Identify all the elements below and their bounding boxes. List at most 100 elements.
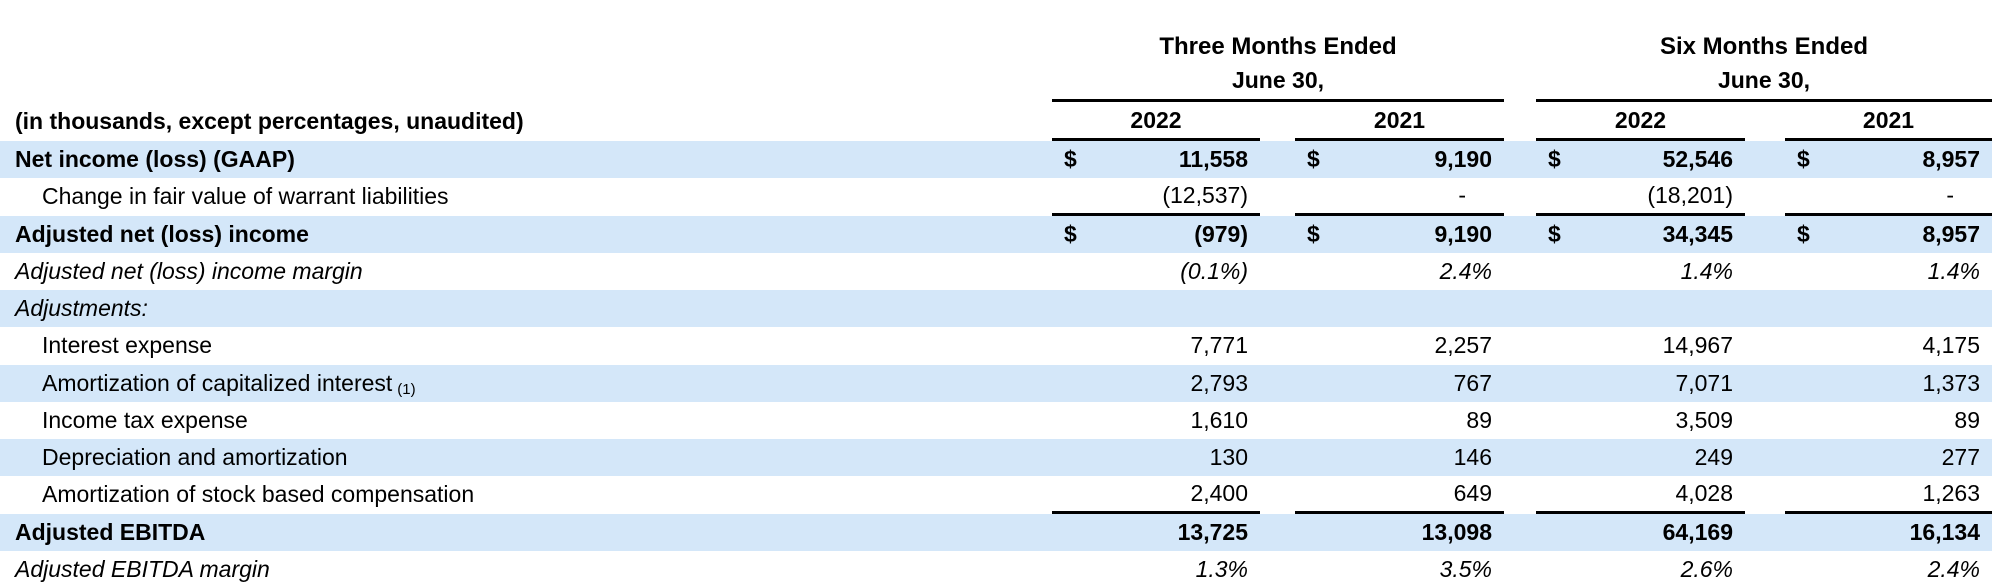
value-cell: $11,558: [1052, 141, 1260, 178]
row-label-text: Change in fair value of warrant liabilit…: [42, 183, 449, 210]
column-gap: [1745, 402, 1785, 439]
row-label-text: Amortization of stock based compensation: [42, 481, 475, 508]
column-gap: [1260, 216, 1295, 253]
table-row: Adjusted EBITDA 13,725 13,098 64,169 16,134: [0, 513, 1992, 551]
year-header-row: (in thousands, except percentages, unaud…: [0, 102, 1992, 141]
row-label: Interest expense: [0, 327, 1052, 364]
row-label: Amortization of capitalized interest (1): [0, 365, 1052, 402]
column-gap: [1260, 365, 1295, 402]
value-cell: (18,201): [1536, 178, 1745, 216]
row-label: Change in fair value of warrant liabilit…: [0, 178, 1052, 215]
value-cell: 89: [1295, 402, 1504, 439]
column-gap: [1745, 102, 1785, 141]
column-gap: [1260, 476, 1295, 513]
year-header-6m-2021: 2021: [1785, 102, 1992, 141]
value-text: 1,263: [1922, 479, 1980, 506]
value-text: 3,509: [1675, 406, 1733, 433]
value-cell: [1785, 290, 1992, 327]
value-cell: 767: [1295, 365, 1504, 402]
value-text: 1,610: [1190, 406, 1248, 433]
value-cell: 4,028: [1536, 476, 1745, 514]
row-label-text: Depreciation and amortization: [42, 444, 348, 471]
value-cell: $52,546: [1536, 141, 1745, 178]
value-cell: 64,169: [1536, 514, 1745, 551]
column-gap: [1504, 476, 1536, 513]
row-label: Adjustments:: [0, 290, 1052, 327]
value-text: 34,345: [1662, 220, 1733, 247]
row-label: Adjusted EBITDA: [0, 514, 1052, 551]
value-cell: $8,957: [1785, 216, 1992, 253]
table-row: Change in fair value of warrant liabilit…: [0, 178, 1992, 216]
value-cell: $ (979): [1052, 216, 1260, 253]
column-gap: [1745, 365, 1785, 402]
table-row: Adjustments:: [0, 290, 1992, 328]
row-label-text: Net income (loss) (GAAP): [15, 146, 295, 173]
value-cell: 89: [1785, 402, 1992, 439]
value-cell: -: [1785, 178, 1992, 216]
value-cell: 2.4%: [1785, 551, 1992, 588]
column-gap: [1745, 439, 1785, 476]
value-text: 89: [1466, 406, 1492, 433]
column-gap: [1745, 290, 1785, 327]
value-text: 64,169: [1662, 518, 1733, 545]
row-label-text: Income tax expense: [42, 406, 248, 433]
value-text: 8,957: [1922, 220, 1980, 247]
value-text: (18,201): [1647, 181, 1733, 208]
value-cell: [1295, 290, 1504, 327]
dollar-sign: $: [1797, 146, 1810, 173]
value-text: 7,771: [1190, 332, 1248, 359]
dollar-sign: $: [1064, 146, 1077, 173]
table-row: Adjusted net (loss) income margin (0.1%) 2…: [0, 253, 1992, 290]
year-header-6m-2022: 2022: [1536, 102, 1745, 141]
dollar-sign: $: [1307, 146, 1320, 173]
value-cell: 14,967: [1536, 327, 1745, 364]
footnote-marker: (1): [397, 380, 416, 398]
row-label-text: Adjusted net (loss) income: [15, 220, 309, 247]
column-gap: [1745, 178, 1785, 215]
value-cell: 130: [1052, 439, 1260, 476]
column-gap: [1260, 514, 1295, 551]
value-text: (0.1%): [1180, 257, 1248, 284]
column-gap: [1260, 141, 1295, 178]
value-text: 146: [1453, 444, 1492, 471]
row-label-text: Adjusted EBITDA: [15, 518, 206, 545]
year-header-3m-2021: 2021: [1295, 102, 1504, 141]
column-gap: [1745, 551, 1785, 588]
value-text: 11,558: [1178, 146, 1248, 173]
row-label: Income tax expense: [0, 402, 1052, 439]
value-cell: 3.5%: [1295, 551, 1504, 588]
year-header-3m-2022: 2022: [1052, 102, 1260, 141]
value-text: 767: [1453, 369, 1492, 396]
value-text: 52,546: [1662, 146, 1733, 173]
row-label-text: Amortization of capitalized interest: [42, 369, 393, 396]
table-row: Depreciation and amortization 130 146 249 27…: [0, 439, 1992, 477]
value-cell: 146: [1295, 439, 1504, 476]
value-text: 1.3%: [1195, 555, 1248, 582]
value-cell: 2,400: [1052, 476, 1260, 514]
header-spacer: [0, 62, 1052, 102]
value-text: (979): [1194, 220, 1248, 247]
column-gap: [1504, 216, 1536, 253]
value-cell: (12,537): [1052, 178, 1260, 216]
value-cell: [1536, 290, 1745, 327]
unit-note: (in thousands, except percentages, unaud…: [15, 108, 524, 134]
value-text: 1,373: [1922, 369, 1980, 396]
group-title-six-months: Six Months Ended: [1659, 33, 1868, 60]
row-label-text: Adjustments:: [15, 295, 148, 322]
value-cell: 1,373: [1785, 365, 1992, 402]
column-gap: [1260, 327, 1295, 364]
value-cell: 2.6%: [1536, 551, 1745, 588]
value-text: 2.6%: [1680, 555, 1733, 582]
row-label: Adjusted net (loss) income margin: [0, 253, 1052, 290]
dollar-sign: $: [1064, 220, 1077, 247]
value-text: 249: [1694, 444, 1733, 471]
table-row: Adjusted EBITDA margin 1.3% 3.5% 2.6% 2.4%: [0, 551, 1992, 588]
table-row: Interest expense 7,771 2,257 14,967 4,175: [0, 327, 1992, 364]
column-gap: [1260, 178, 1295, 215]
column-gap: [1504, 253, 1536, 290]
column-gap: [1504, 0, 1536, 62]
dollar-sign: $: [1548, 146, 1561, 173]
group-subtitle-six-months: June 30,: [1536, 62, 1992, 102]
group-subtitle-three-months: June 30,: [1052, 62, 1504, 102]
